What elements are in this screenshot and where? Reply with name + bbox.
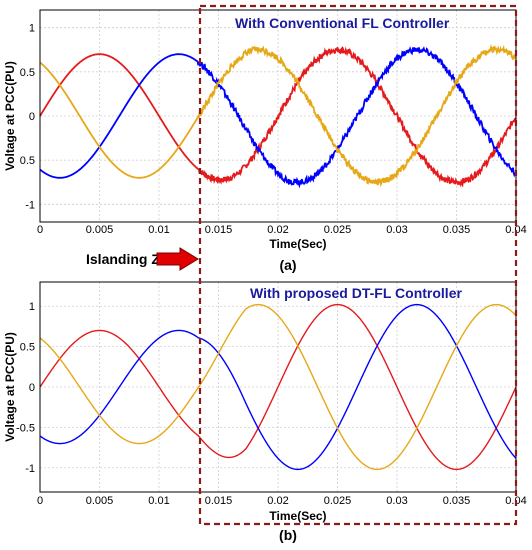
x-tick-label: 0.005 [86, 495, 114, 507]
panel-label: (b) [279, 527, 297, 543]
y-tick-label: 0.5 [20, 155, 35, 167]
x-tick-label: 0.03 [386, 224, 407, 236]
y-tick-label: 1 [29, 301, 35, 313]
x-tick-label: 0.01 [148, 224, 169, 236]
y-tick-label: -1 [25, 199, 35, 211]
x-tick-label: 0.01 [148, 495, 169, 507]
x-tick-label: 0.02 [267, 495, 288, 507]
x-axis-label: Time(Sec) [269, 237, 326, 251]
y-axis-label: Voltage at PCC(PU) [3, 332, 17, 442]
panel-a: 0 0.005 0.01 0.015 0.02 0.025 0.03 0.035 0.0410.… [3, 9, 527, 273]
y-tick-label: -1 [25, 463, 35, 475]
y-tick-label: -0.5 [16, 422, 35, 434]
x-tick-label: 0 [37, 495, 43, 507]
x-tick-label: 0 [37, 224, 43, 236]
x-tick-label: 0.025 [324, 224, 352, 236]
panel-label: (a) [279, 257, 296, 273]
y-tick-label: 0 [29, 111, 35, 123]
axes-frame [39, 281, 517, 493]
x-axis-label: Time(Sec) [269, 509, 326, 523]
y-tick-label: 1 [29, 23, 35, 35]
x-tick-label: 0.025 [324, 495, 352, 507]
series-line [39, 45, 517, 189]
panel-b: 0 0.005 0.01 0.015 0.02 0.025 0.03 0.035 0.0410.… [3, 281, 527, 543]
islanding-zone-box [198, 4, 518, 526]
series-line [39, 46, 517, 188]
x-tick-label: 0.035 [443, 495, 471, 507]
x-tick-label: 0.005 [86, 224, 114, 236]
panel-annotation: With Conventional FL Controller [235, 15, 450, 31]
series-line [39, 303, 517, 471]
y-tick-label: 0.5 [20, 67, 35, 79]
x-tick-label: 0.015 [205, 224, 233, 236]
islanding-arrow-icon [156, 247, 199, 271]
y-tick-label: 0 [29, 382, 35, 394]
y-axis-label: Voltage at PCC(PU) [3, 61, 17, 171]
x-tick-label: 0.03 [386, 495, 407, 507]
x-tick-label: 0.035 [443, 224, 471, 236]
series-line [39, 43, 517, 188]
y-tick-label: 0.5 [20, 342, 35, 354]
panel-annotation: With proposed DT-FL Controller [250, 285, 462, 301]
series-line [39, 303, 517, 471]
x-tick-label: 0.015 [205, 495, 233, 507]
series-line [39, 303, 517, 471]
x-tick-label: 0.02 [267, 224, 288, 236]
